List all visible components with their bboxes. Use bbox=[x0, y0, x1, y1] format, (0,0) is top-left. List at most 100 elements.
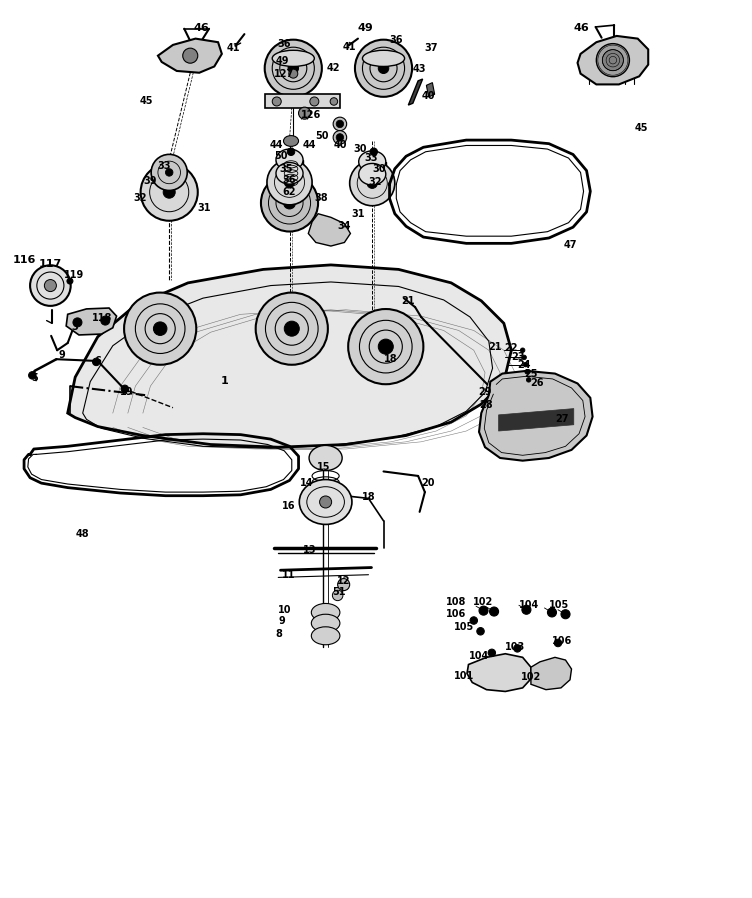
Circle shape bbox=[261, 174, 318, 232]
Text: 49: 49 bbox=[358, 22, 373, 33]
Text: 40: 40 bbox=[334, 140, 347, 151]
Text: 105: 105 bbox=[549, 600, 569, 611]
Text: 28: 28 bbox=[480, 400, 493, 410]
Text: 38: 38 bbox=[314, 192, 328, 203]
Text: 102: 102 bbox=[521, 672, 541, 682]
Text: 44: 44 bbox=[303, 140, 317, 151]
Text: 45: 45 bbox=[140, 95, 153, 106]
Polygon shape bbox=[68, 265, 511, 447]
Circle shape bbox=[284, 321, 299, 336]
Circle shape bbox=[289, 69, 298, 78]
Ellipse shape bbox=[309, 445, 342, 471]
Polygon shape bbox=[66, 308, 117, 335]
Ellipse shape bbox=[276, 149, 303, 171]
Circle shape bbox=[348, 309, 423, 384]
Circle shape bbox=[602, 49, 623, 71]
Circle shape bbox=[265, 40, 322, 97]
Text: 50: 50 bbox=[315, 130, 329, 141]
Text: 19: 19 bbox=[120, 386, 133, 397]
Polygon shape bbox=[578, 36, 648, 84]
Circle shape bbox=[153, 321, 167, 336]
Circle shape bbox=[367, 178, 378, 189]
Text: 8: 8 bbox=[275, 629, 283, 639]
Text: 101: 101 bbox=[454, 671, 474, 682]
Text: 24: 24 bbox=[517, 360, 531, 371]
Circle shape bbox=[370, 148, 378, 155]
Circle shape bbox=[470, 617, 478, 624]
Circle shape bbox=[596, 44, 629, 76]
Text: 20: 20 bbox=[421, 478, 435, 489]
Circle shape bbox=[332, 590, 343, 601]
Circle shape bbox=[522, 355, 526, 360]
Ellipse shape bbox=[362, 50, 405, 66]
Circle shape bbox=[525, 369, 529, 374]
Polygon shape bbox=[426, 83, 435, 97]
Ellipse shape bbox=[272, 50, 314, 66]
Text: 26: 26 bbox=[530, 378, 544, 389]
Text: 103: 103 bbox=[505, 642, 525, 653]
Text: 10: 10 bbox=[277, 604, 291, 615]
Text: 126: 126 bbox=[301, 110, 320, 120]
Circle shape bbox=[299, 107, 311, 119]
Text: 41: 41 bbox=[226, 43, 240, 54]
Text: 16: 16 bbox=[282, 500, 296, 511]
Ellipse shape bbox=[276, 163, 303, 184]
Ellipse shape bbox=[311, 603, 340, 621]
Text: 18: 18 bbox=[362, 492, 376, 503]
Text: 37: 37 bbox=[424, 43, 438, 54]
Circle shape bbox=[526, 377, 531, 383]
Text: 31: 31 bbox=[351, 208, 365, 219]
Text: 1: 1 bbox=[220, 375, 228, 386]
Text: 35: 35 bbox=[279, 163, 293, 174]
Text: 30: 30 bbox=[372, 163, 386, 174]
Circle shape bbox=[267, 160, 312, 205]
Circle shape bbox=[378, 339, 393, 354]
Circle shape bbox=[29, 372, 36, 379]
Circle shape bbox=[272, 97, 281, 106]
Circle shape bbox=[124, 293, 196, 365]
Text: 21: 21 bbox=[488, 341, 502, 352]
Circle shape bbox=[355, 40, 412, 97]
Text: 51: 51 bbox=[332, 586, 346, 597]
Text: 105: 105 bbox=[454, 621, 474, 632]
Circle shape bbox=[523, 362, 528, 367]
Text: 22: 22 bbox=[504, 343, 517, 354]
Text: 117: 117 bbox=[39, 259, 62, 269]
Polygon shape bbox=[408, 79, 423, 105]
Text: 31: 31 bbox=[198, 203, 211, 214]
Circle shape bbox=[284, 177, 295, 188]
Text: 104: 104 bbox=[519, 600, 538, 611]
Text: 11: 11 bbox=[282, 569, 296, 580]
Circle shape bbox=[479, 606, 488, 615]
Circle shape bbox=[121, 385, 129, 392]
Ellipse shape bbox=[359, 163, 386, 185]
Text: 49: 49 bbox=[275, 56, 289, 66]
Polygon shape bbox=[531, 657, 572, 690]
Ellipse shape bbox=[311, 627, 340, 645]
Text: 45: 45 bbox=[635, 122, 648, 133]
Text: 21: 21 bbox=[401, 295, 414, 306]
Text: 32: 32 bbox=[133, 193, 147, 204]
Ellipse shape bbox=[311, 614, 340, 632]
Text: 9: 9 bbox=[279, 616, 285, 627]
Circle shape bbox=[101, 316, 110, 325]
Polygon shape bbox=[467, 654, 531, 691]
Circle shape bbox=[44, 279, 56, 292]
Text: 41: 41 bbox=[342, 41, 356, 52]
Text: 13: 13 bbox=[303, 544, 317, 555]
Text: 18: 18 bbox=[384, 354, 398, 365]
Circle shape bbox=[92, 358, 100, 365]
Polygon shape bbox=[499, 409, 574, 431]
Circle shape bbox=[522, 605, 531, 614]
Ellipse shape bbox=[284, 136, 299, 146]
Text: 6: 6 bbox=[95, 356, 101, 366]
Text: 106: 106 bbox=[446, 609, 465, 620]
Text: 119: 119 bbox=[65, 269, 84, 280]
Ellipse shape bbox=[359, 151, 386, 172]
Text: 30: 30 bbox=[353, 144, 367, 154]
Text: 108: 108 bbox=[445, 596, 466, 607]
Polygon shape bbox=[158, 39, 222, 73]
Text: 43: 43 bbox=[413, 64, 426, 75]
Text: 102: 102 bbox=[474, 596, 493, 607]
Circle shape bbox=[141, 163, 198, 221]
